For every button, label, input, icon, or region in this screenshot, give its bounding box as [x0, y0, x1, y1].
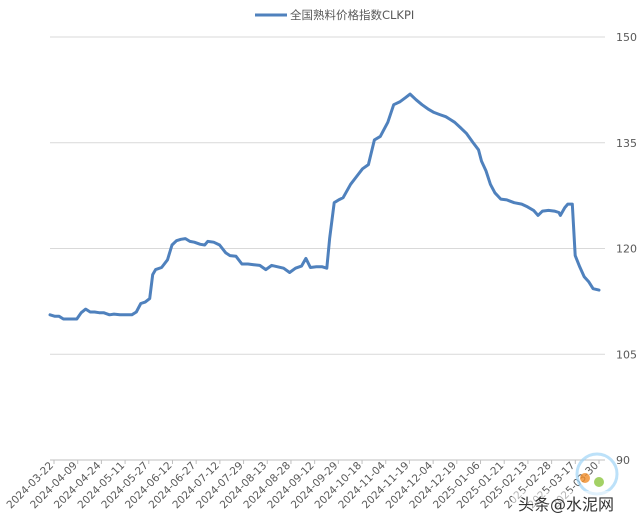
legend-label: 全国熟料价格指数CLKPI: [290, 8, 414, 22]
y-tick-label: 150: [616, 31, 637, 44]
series-line-clkpi: [48, 92, 601, 321]
series-layer: [48, 92, 601, 321]
y-tick-label: 90: [616, 454, 630, 467]
watermark-backdrop: [512, 491, 628, 517]
legend: 全国熟料价格指数CLKPI: [255, 8, 414, 22]
watermark-text: 头条@水泥网: [518, 495, 614, 514]
y-axis: 90 105 120 135 150: [616, 31, 637, 467]
gridlines: [50, 36, 605, 461]
x-axis: 2024-03-222024-04-092024-04-242024-05-11…: [4, 459, 601, 511]
y-tick-label: 105: [616, 348, 637, 361]
y-tick-label: 120: [616, 243, 637, 256]
watermark: 头条@水泥网: [512, 491, 628, 517]
watermark-dot-icon: [580, 473, 590, 483]
y-tick-label: 135: [616, 137, 637, 150]
watermark-dot-icon: [594, 477, 604, 487]
